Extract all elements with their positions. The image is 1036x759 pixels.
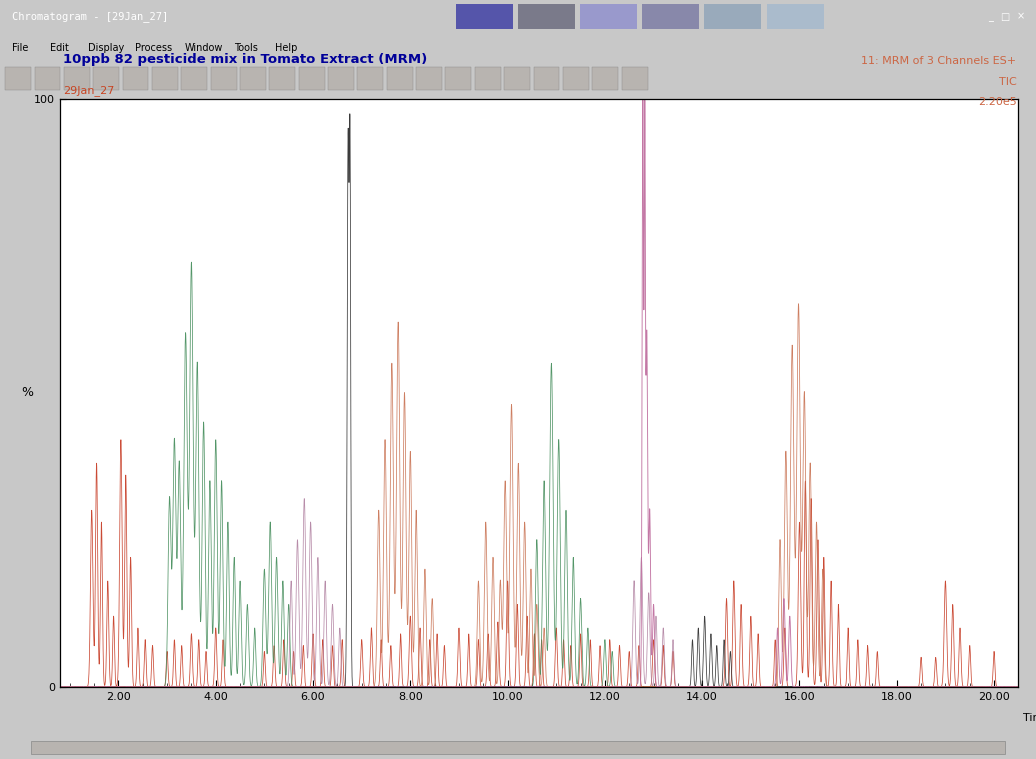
- Text: 2.20e5: 2.20e5: [978, 97, 1016, 108]
- Bar: [269, 67, 295, 90]
- Text: %: %: [22, 386, 33, 399]
- Text: Process: Process: [135, 43, 172, 53]
- Text: 10ppb 82 pesticide mix in Tomato Extract (MRM): 10ppb 82 pesticide mix in Tomato Extract…: [63, 53, 427, 66]
- Text: _: _: [988, 11, 992, 22]
- Bar: [31, 741, 1005, 754]
- Bar: [328, 67, 354, 90]
- Bar: [386, 67, 412, 90]
- Bar: [534, 67, 559, 90]
- Bar: [563, 67, 588, 90]
- Bar: [704, 4, 761, 30]
- Text: File: File: [12, 43, 29, 53]
- Bar: [122, 67, 148, 90]
- Bar: [34, 67, 60, 90]
- Bar: [152, 67, 178, 90]
- Bar: [445, 67, 471, 90]
- Text: Window: Window: [184, 43, 223, 53]
- Bar: [5, 67, 31, 90]
- Text: Time: Time: [1024, 713, 1036, 723]
- Bar: [416, 67, 442, 90]
- Text: Edit: Edit: [50, 43, 68, 53]
- Bar: [580, 4, 637, 30]
- Bar: [181, 67, 207, 90]
- Text: 11: MRM of 3 Channels ES+: 11: MRM of 3 Channels ES+: [861, 56, 1016, 66]
- Text: ×: ×: [1016, 11, 1025, 22]
- Bar: [93, 67, 119, 90]
- Text: □: □: [1001, 11, 1009, 22]
- Text: Chromatogram - [29Jan_27]: Chromatogram - [29Jan_27]: [12, 11, 169, 22]
- Bar: [642, 4, 699, 30]
- Bar: [298, 67, 324, 90]
- Text: Display: Display: [88, 43, 124, 53]
- Bar: [593, 67, 618, 90]
- Text: Help: Help: [275, 43, 297, 53]
- Bar: [518, 4, 575, 30]
- Bar: [767, 4, 824, 30]
- Bar: [357, 67, 383, 90]
- Bar: [622, 67, 648, 90]
- Text: Tools: Tools: [234, 43, 258, 53]
- Bar: [240, 67, 266, 90]
- Text: 29Jan_27: 29Jan_27: [63, 85, 114, 96]
- Bar: [64, 67, 90, 90]
- Bar: [505, 67, 530, 90]
- Text: TIC: TIC: [999, 77, 1016, 87]
- Bar: [474, 67, 500, 90]
- Bar: [210, 67, 236, 90]
- Bar: [456, 4, 513, 30]
